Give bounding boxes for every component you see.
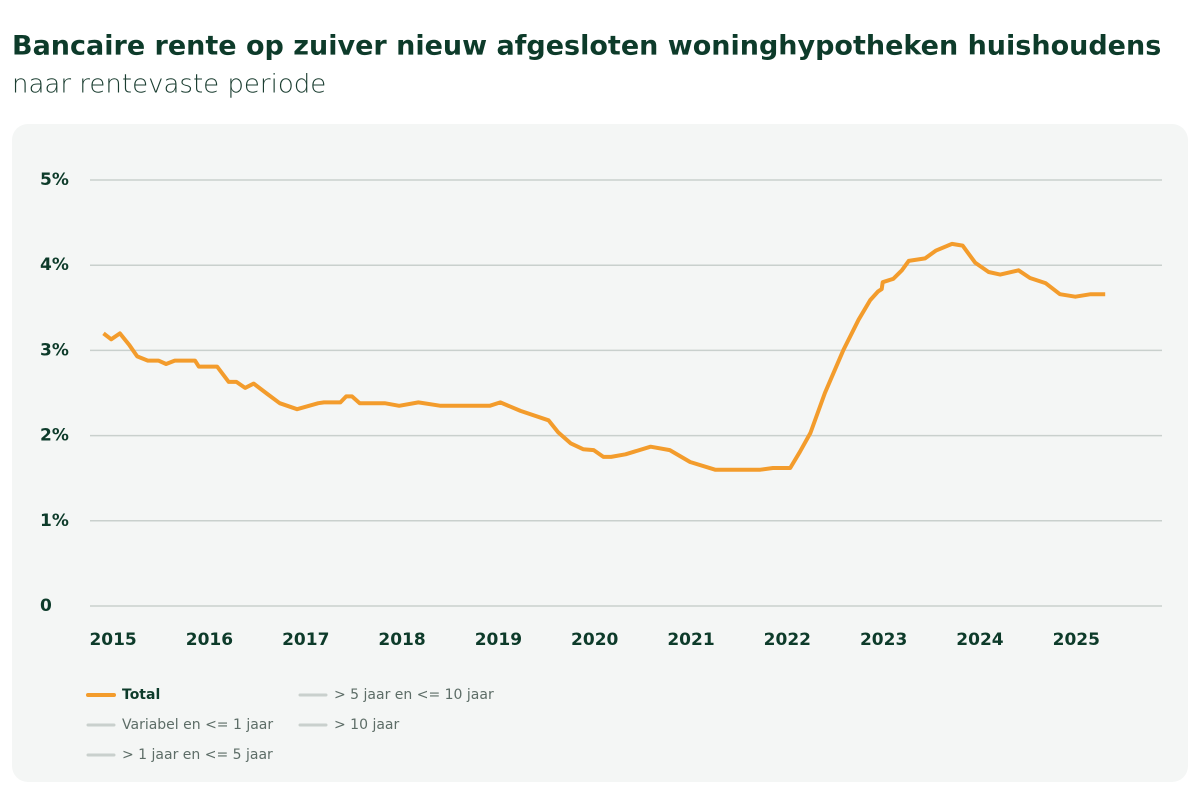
y-tick-label: 0 xyxy=(40,596,52,616)
legend-label[interactable]: > 10 jaar xyxy=(334,717,399,733)
x-tick-label: 2018 xyxy=(378,630,425,650)
y-tick-label: 5% xyxy=(40,170,69,190)
y-tick-label: 2% xyxy=(40,426,69,446)
legend-label[interactable]: > 1 jaar en <= 5 jaar xyxy=(122,747,273,763)
legend-label[interactable]: > 5 jaar en <= 10 jaar xyxy=(334,687,494,703)
y-tick-label: 4% xyxy=(40,255,69,275)
x-tick-label: 2021 xyxy=(667,630,714,650)
x-tick-label: 2023 xyxy=(860,630,907,650)
x-tick-label: 2020 xyxy=(571,630,618,650)
legend-label[interactable]: Total xyxy=(122,687,160,703)
x-tick-label: 2017 xyxy=(282,630,329,650)
x-tick-label: 2019 xyxy=(475,630,522,650)
y-tick-label: 1% xyxy=(40,511,69,531)
chart-title: Bancaire rente op zuiver nieuw afgeslote… xyxy=(12,31,1161,62)
legend-label[interactable]: Variabel en <= 1 jaar xyxy=(122,717,273,733)
chart-subtitle: naar rentevaste periode xyxy=(12,70,326,100)
x-tick-label: 2016 xyxy=(186,630,233,650)
x-tick-label: 2025 xyxy=(1053,630,1100,650)
x-tick-label: 2022 xyxy=(764,630,811,650)
data-line xyxy=(102,241,1106,472)
x-tick-label: 2015 xyxy=(89,630,136,650)
x-tick-label: 2024 xyxy=(956,630,1003,650)
y-tick-label: 3% xyxy=(40,340,69,360)
